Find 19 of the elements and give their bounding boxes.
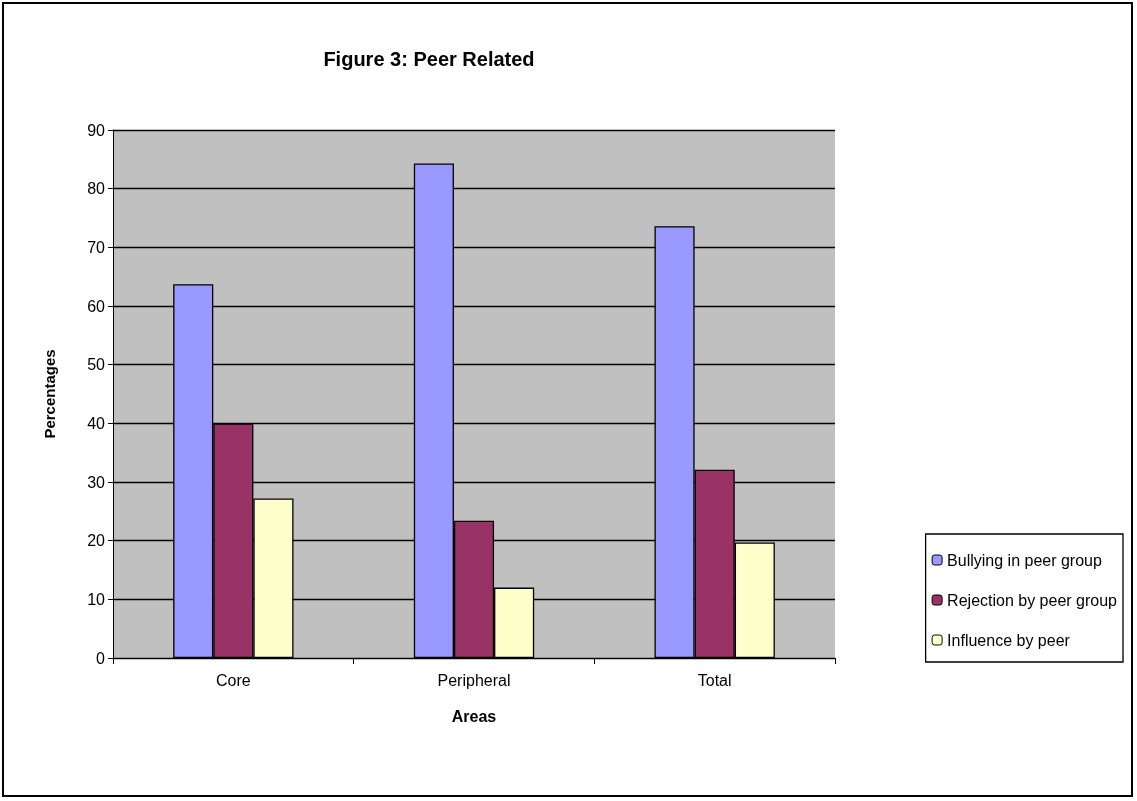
legend-label: Bullying in peer group xyxy=(947,551,1102,569)
x-tick-label: Peripheral xyxy=(437,671,511,689)
legend-label: Rejection by peer group xyxy=(947,591,1118,609)
x-tick-label: Core xyxy=(215,671,251,689)
chart-title: Figure 3: Peer Related xyxy=(323,48,535,70)
y-axis-title: Percentages xyxy=(41,349,58,439)
y-tick-label: 50 xyxy=(87,356,106,374)
x-axis-title: Areas xyxy=(451,707,497,725)
y-tick-label: 80 xyxy=(87,180,106,198)
y-tick-label: 70 xyxy=(87,238,106,256)
legend-label: Influence by peer xyxy=(947,631,1071,649)
x-tick-label: Total xyxy=(697,671,732,689)
y-tick-label: 60 xyxy=(87,297,106,315)
y-tick-label: 10 xyxy=(87,590,106,608)
y-tick-label: 0 xyxy=(96,649,106,667)
y-tick-label: 20 xyxy=(87,532,106,550)
y-tick-label: 90 xyxy=(87,121,106,139)
y-tick-label: 30 xyxy=(87,473,106,491)
y-tick-label: 40 xyxy=(87,414,106,432)
